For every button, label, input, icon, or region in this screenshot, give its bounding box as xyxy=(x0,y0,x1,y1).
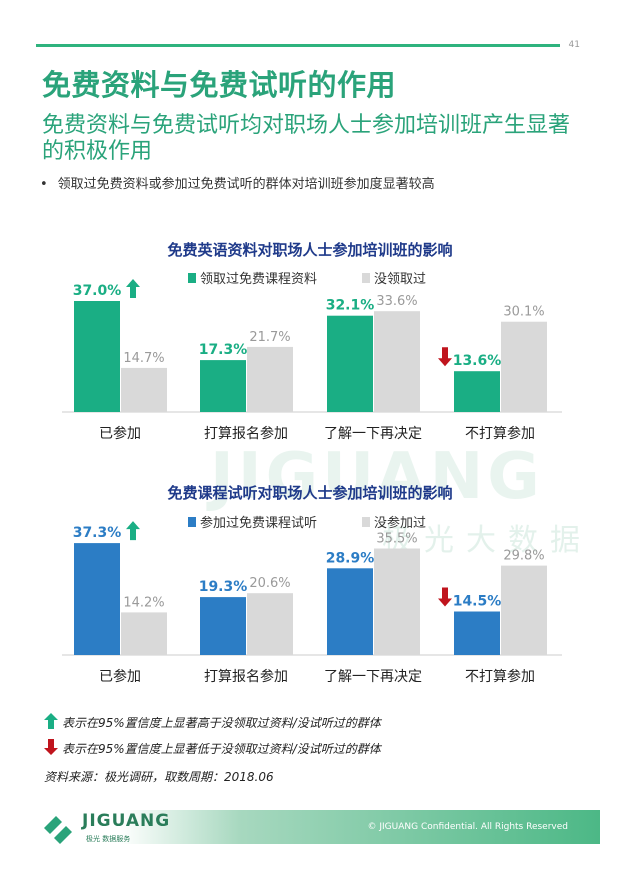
chart-1-arrow-down-icon xyxy=(438,347,452,367)
source-note: 资料来源：极光调研，取数周期：2018.06 xyxy=(44,770,274,784)
chart-1-bar-a-3 xyxy=(327,315,373,412)
page-title: 免费资料与免费试听的作用 xyxy=(42,68,397,102)
page-number: 41 xyxy=(568,40,580,50)
chart-2-bar-b-3 xyxy=(374,548,420,655)
watermark-text: JIGUANG xyxy=(210,440,544,514)
footer-band xyxy=(120,810,600,844)
chart-1-bar-b-1 xyxy=(121,367,167,412)
chart-2-label-b-4: 29.8% xyxy=(503,549,544,564)
chart-2-label-b-3: 35.5% xyxy=(376,532,417,547)
chart-2-legend-label-2: 没参加过 xyxy=(374,515,426,531)
chart-2-bar-b-2 xyxy=(247,593,293,655)
chart-2-title: 免费课程试听对职场人士参加培训班的影响 xyxy=(167,484,452,502)
logo-tagline: 极光 数据服务 xyxy=(86,835,131,843)
chart-2-bar-a-3 xyxy=(327,568,373,655)
chart-2-label-b-1: 14.2% xyxy=(123,595,164,610)
chart-2-label-a-1: 37.3% xyxy=(73,525,122,541)
chart-2-legend-swatch-2 xyxy=(362,517,370,527)
chart-1-bar-a-4 xyxy=(454,371,500,412)
chart-1-label-a-3: 32.1% xyxy=(326,298,375,314)
chart-2-bar-a-4 xyxy=(454,611,500,655)
chart-1-legend-label-2: 没领取过 xyxy=(374,272,426,287)
chart-1-label-a-2: 17.3% xyxy=(199,342,248,358)
chart-2-label-b-2: 20.6% xyxy=(249,576,290,591)
chart-1-category-4: 不打算参加 xyxy=(465,425,535,442)
chart-2-bar-b-4 xyxy=(501,565,547,655)
copyright: © JIGUANG Confidential. All Rights Reser… xyxy=(367,822,569,832)
chart-2-arrow-down-icon xyxy=(438,587,452,607)
chart-1-bar-a-2 xyxy=(200,360,246,412)
chart-2-legend-swatch-1 xyxy=(188,517,196,527)
arrow-up-icon xyxy=(44,713,58,729)
header-rule xyxy=(36,44,560,47)
chart-1-label-b-3: 33.6% xyxy=(376,294,417,309)
chart-1-legend-swatch-1 xyxy=(188,273,196,283)
chart-1-bar-b-4 xyxy=(501,321,547,412)
chart-1-category-1: 已参加 xyxy=(99,425,141,442)
footnote-down: 表示在95%置信度上显著低于没领取过资料/没试听过的群体 xyxy=(62,742,381,756)
chart-2-bar-b-1 xyxy=(121,612,167,655)
chart-1-legend-swatch-2 xyxy=(362,273,370,283)
chart-2-bar-a-1 xyxy=(74,543,120,655)
chart-2-category-4: 不打算参加 xyxy=(465,668,535,685)
chart-1-label-b-4: 30.1% xyxy=(503,305,544,320)
chart-1-bar-b-2 xyxy=(247,346,293,412)
page-subtitle: 免费资料与免费试听均对职场人士参加培训班产生显著的积极作用 xyxy=(42,113,571,164)
jiguang-logo-icon xyxy=(44,816,72,844)
bullet-text: 领取过免费资料或参加过免费试听的群体对培训班参加度显著较高 xyxy=(57,177,435,192)
chart-1-arrow-up-icon xyxy=(126,279,140,298)
chart-1-label-b-1: 14.7% xyxy=(123,351,164,366)
chart-2-category-2: 打算报名参加 xyxy=(204,668,288,685)
chart-2-category-3: 了解一下再决定 xyxy=(324,669,422,685)
footnote-up: 表示在95%置信度上显著高于没领取过资料/没试听过的群体 xyxy=(62,716,381,730)
chart-1-legend-label-1: 领取过免费课程资料 xyxy=(200,272,317,287)
chart-2-arrow-up-icon xyxy=(126,521,140,541)
chart-1-label-a-4: 13.6% xyxy=(453,353,502,369)
bullet-dot-icon: • xyxy=(40,177,48,192)
chart-1-category-3: 了解一下再决定 xyxy=(324,426,422,442)
arrow-down-icon xyxy=(44,739,58,755)
logo-wordmark: JIGUANG xyxy=(82,811,171,831)
chart-1-title: 免费英语资料对职场人士参加培训班的影响 xyxy=(167,241,452,259)
bullet-point: • 领取过免费资料或参加过免费试听的群体对培训班参加度显著较高 xyxy=(40,173,435,192)
chart-2-legend-label-1: 参加过免费课程试听 xyxy=(200,515,317,531)
chart-1-bar-b-3 xyxy=(374,311,420,412)
chart-2-label-a-4: 14.5% xyxy=(453,594,502,610)
chart-1-category-2: 打算报名参加 xyxy=(204,425,288,442)
chart-2-label-a-3: 28.9% xyxy=(326,550,375,566)
chart-1-label-a-1: 37.0% xyxy=(73,283,122,299)
chart-2-label-a-2: 19.3% xyxy=(199,579,248,595)
chart-1-bar-a-1 xyxy=(74,301,120,412)
chart-1-label-b-2: 21.7% xyxy=(249,330,290,345)
chart-2-category-1: 已参加 xyxy=(99,668,141,685)
chart-2-bar-a-2 xyxy=(200,597,246,655)
